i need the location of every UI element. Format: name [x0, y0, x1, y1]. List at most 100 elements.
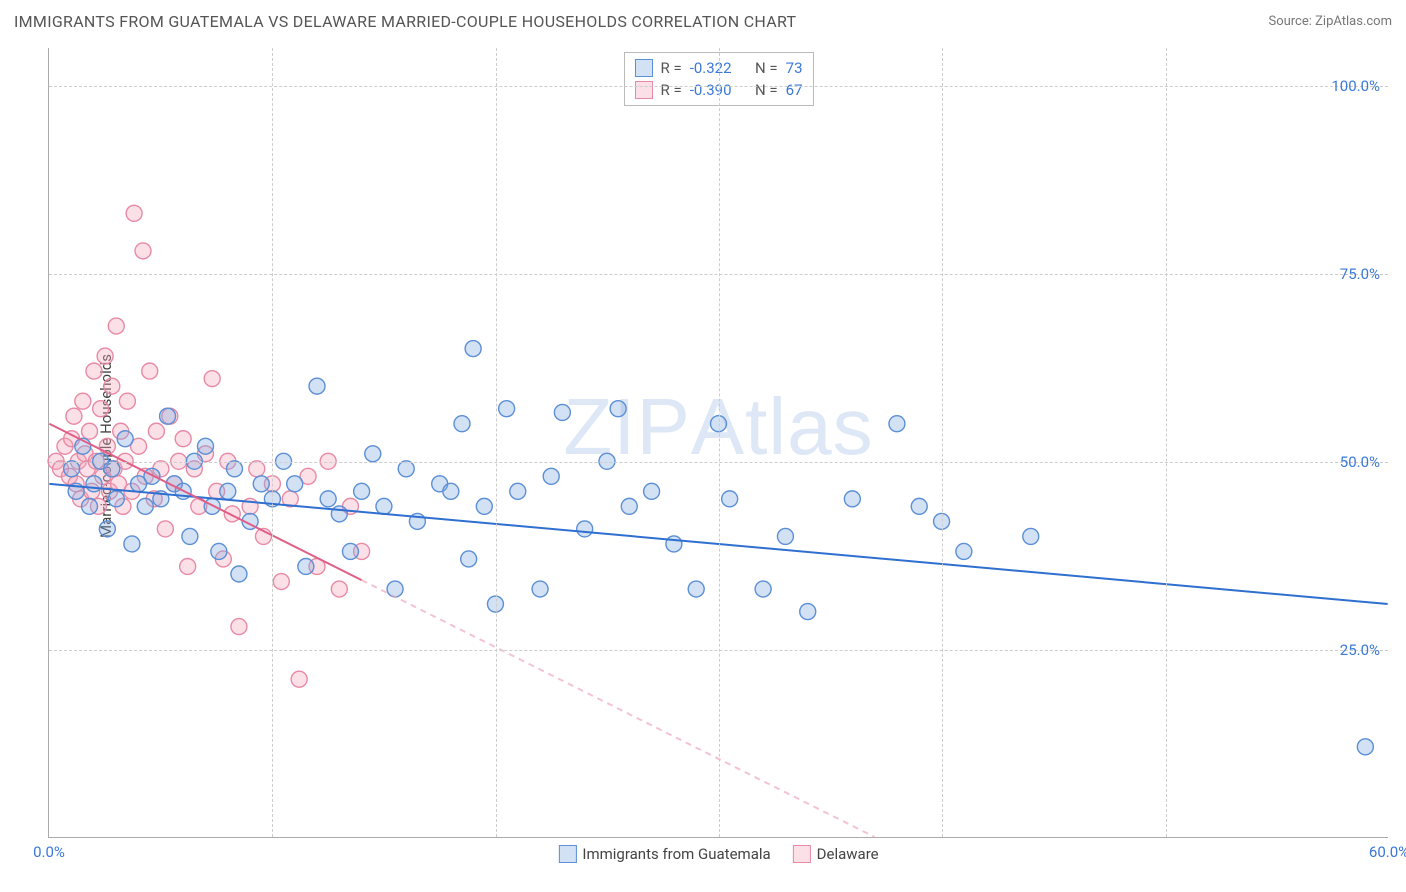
y-tick-label: 50.0%: [1340, 453, 1380, 471]
gridline-v: [272, 48, 273, 837]
data-point: [124, 536, 140, 552]
data-point: [911, 498, 927, 514]
chart-container: IMMIGRANTS FROM GUATEMALA VS DELAWARE MA…: [0, 0, 1406, 892]
data-point: [104, 378, 120, 394]
data-point: [253, 476, 269, 492]
data-point: [777, 528, 793, 544]
data-point: [220, 483, 236, 499]
data-point: [108, 491, 124, 507]
data-point: [465, 341, 481, 357]
legend-label-guatemala: Immigrants from Guatemala: [582, 845, 770, 863]
data-point: [956, 543, 972, 559]
data-point: [86, 476, 102, 492]
data-point: [160, 408, 176, 424]
swatch-guatemala: [558, 845, 576, 863]
data-point: [1357, 739, 1373, 755]
data-point: [532, 581, 548, 597]
chart-header: IMMIGRANTS FROM GUATEMALA VS DELAWARE MA…: [0, 0, 1406, 42]
data-point: [273, 574, 289, 590]
data-point: [157, 521, 173, 537]
gridline-v: [496, 48, 497, 837]
data-point: [889, 416, 905, 432]
data-point: [298, 558, 314, 574]
data-point: [180, 558, 196, 574]
data-point: [499, 401, 515, 417]
data-point: [722, 491, 738, 507]
data-point: [93, 401, 109, 417]
x-tick-label: 0.0%: [33, 843, 65, 861]
legend-bottom: Immigrants from Guatemala Delaware: [558, 845, 878, 863]
trend-line: [362, 580, 875, 837]
data-point: [354, 483, 370, 499]
data-point: [231, 566, 247, 582]
data-point: [688, 581, 704, 597]
data-point: [82, 423, 98, 439]
data-point: [610, 401, 626, 417]
data-point: [97, 348, 113, 364]
data-point: [454, 416, 470, 432]
data-point: [135, 243, 151, 259]
x-tick-label: 60.0%: [1369, 843, 1406, 861]
data-point: [309, 378, 325, 394]
data-point: [144, 468, 160, 484]
data-point: [75, 393, 91, 409]
data-point: [231, 619, 247, 635]
data-point: [510, 483, 526, 499]
legend-label-delaware: Delaware: [817, 845, 879, 863]
data-point: [175, 431, 191, 447]
data-point: [755, 581, 771, 597]
data-point: [211, 543, 227, 559]
y-tick-label: 100.0%: [1331, 77, 1380, 95]
data-point: [844, 491, 860, 507]
legend-item-guatemala: Immigrants from Guatemala: [558, 845, 770, 863]
data-point: [554, 404, 570, 420]
data-point: [119, 393, 135, 409]
data-point: [249, 461, 265, 477]
data-point: [398, 461, 414, 477]
data-point: [142, 363, 158, 379]
data-point: [1023, 528, 1039, 544]
plot-area: ZIPAtlas R = -0.322 N = 73 R = -0.390 N …: [48, 48, 1388, 838]
data-point: [342, 543, 358, 559]
data-point: [104, 461, 120, 477]
data-point: [204, 498, 220, 514]
gridline-v: [1166, 48, 1167, 837]
data-point: [66, 408, 82, 424]
data-point: [320, 491, 336, 507]
data-point: [64, 461, 80, 477]
data-point: [543, 468, 559, 484]
data-point: [365, 446, 381, 462]
data-point: [82, 498, 98, 514]
data-point: [204, 371, 220, 387]
data-point: [644, 483, 660, 499]
data-point: [99, 521, 115, 537]
data-point: [577, 521, 593, 537]
data-point: [443, 483, 459, 499]
y-tick-label: 75.0%: [1340, 265, 1380, 283]
data-point: [287, 476, 303, 492]
data-point: [666, 536, 682, 552]
gridline-v: [942, 48, 943, 837]
swatch-delaware: [793, 845, 811, 863]
chart-title: IMMIGRANTS FROM GUATEMALA VS DELAWARE MA…: [14, 12, 796, 31]
data-point: [331, 581, 347, 597]
data-point: [117, 431, 133, 447]
data-point: [197, 438, 213, 454]
source-attribution: Source: ZipAtlas.com: [1268, 14, 1392, 29]
data-point: [476, 498, 492, 514]
legend-item-delaware: Delaware: [793, 845, 879, 863]
data-point: [376, 498, 392, 514]
data-point: [126, 205, 142, 221]
data-point: [461, 551, 477, 567]
data-point: [331, 506, 347, 522]
data-point: [621, 498, 637, 514]
data-point: [182, 528, 198, 544]
data-point: [86, 363, 102, 379]
data-point: [108, 318, 124, 334]
data-point: [800, 604, 816, 620]
y-tick-label: 25.0%: [1340, 641, 1380, 659]
data-point: [291, 671, 307, 687]
gridline-v: [719, 48, 720, 837]
data-point: [226, 461, 242, 477]
data-point: [148, 423, 164, 439]
